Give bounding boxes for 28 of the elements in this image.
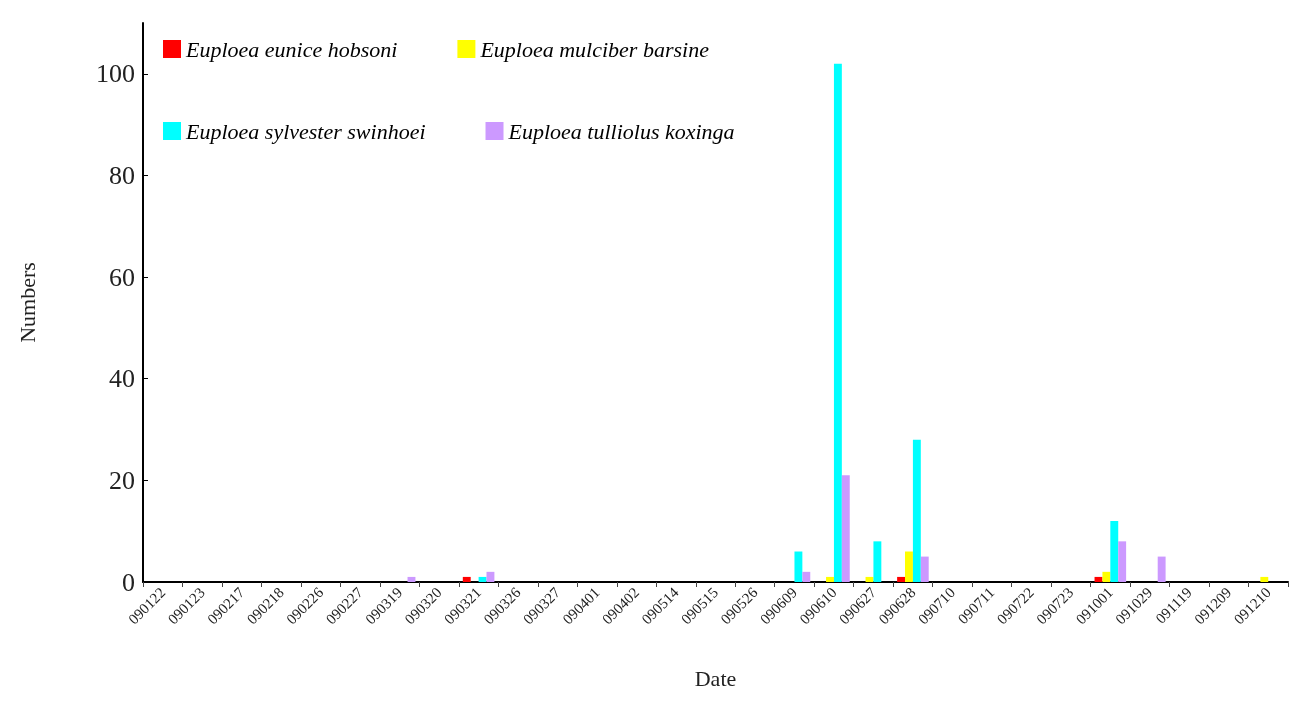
x-axis-title: Date	[694, 665, 737, 691]
bar	[1110, 521, 1119, 582]
legend-label: Euploea mulciber barsine	[479, 36, 710, 62]
y-axis-title: Numbers	[14, 262, 40, 343]
bar	[826, 576, 834, 582]
y-tick-label: 20	[109, 465, 135, 495]
legend-label: Euploea tulliolus koxinga	[507, 118, 735, 144]
bar	[1102, 571, 1111, 582]
bar	[873, 541, 882, 582]
bar	[920, 556, 929, 582]
legend-label: Euploea eunice hobsoni	[185, 36, 398, 62]
bar	[905, 551, 913, 582]
bar	[1260, 576, 1269, 582]
bar	[841, 475, 850, 582]
bar	[478, 576, 487, 582]
y-tick-label: 100	[96, 59, 135, 89]
bar	[1118, 541, 1127, 582]
bar	[462, 576, 471, 582]
y-tick-label: 80	[109, 160, 135, 190]
bar	[833, 63, 842, 582]
bar	[1157, 556, 1166, 582]
bar	[802, 571, 811, 582]
bar	[794, 551, 803, 582]
bar	[897, 576, 906, 582]
bar	[912, 439, 921, 582]
legend-label: Euploea sylvester swinhoei	[185, 118, 426, 144]
y-tick-label: 60	[109, 262, 135, 292]
y-tick-label: 40	[109, 364, 135, 394]
